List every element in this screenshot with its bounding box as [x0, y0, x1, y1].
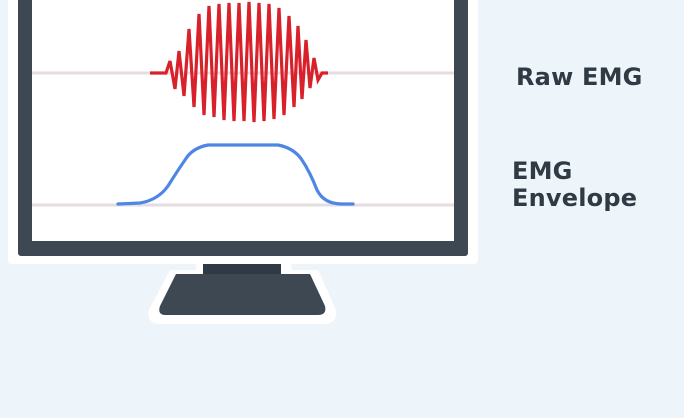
emg-envelope-signal	[116, 143, 355, 206]
raw-emg-label: Raw EMG	[516, 63, 643, 91]
emg-envelope-label-line1: EMG	[512, 157, 573, 185]
monitor-base	[159, 274, 326, 315]
emg-envelope-label: EMG Envelope	[512, 158, 682, 212]
emg-envelope-label-line2: Envelope	[512, 184, 638, 212]
raw-emg-signal	[150, 1, 328, 123]
